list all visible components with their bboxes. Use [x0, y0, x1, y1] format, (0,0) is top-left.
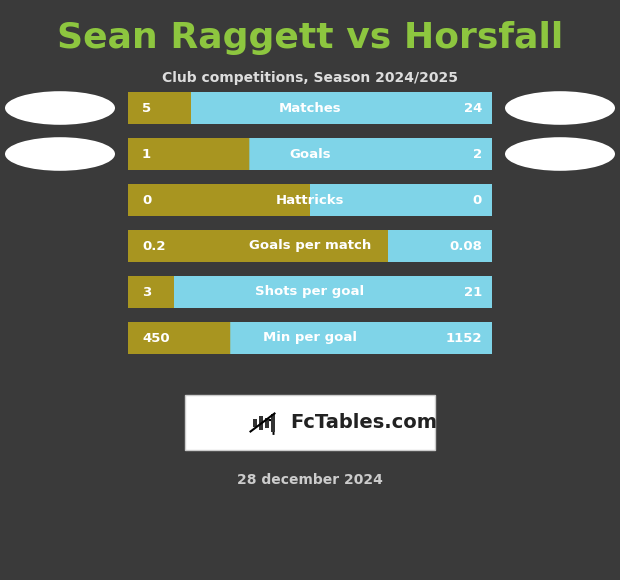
Text: 1152: 1152 [446, 332, 482, 345]
FancyBboxPatch shape [372, 230, 388, 262]
Text: Goals per match: Goals per match [249, 240, 371, 252]
Text: FcTables.com: FcTables.com [290, 413, 437, 432]
Text: Hattricks: Hattricks [276, 194, 344, 206]
Text: ┐: ┐ [265, 411, 280, 434]
Text: Club competitions, Season 2024/2025: Club competitions, Season 2024/2025 [162, 71, 458, 85]
Text: Sean Raggett vs Horsfall: Sean Raggett vs Horsfall [57, 21, 563, 55]
Ellipse shape [505, 91, 615, 125]
FancyBboxPatch shape [215, 322, 230, 354]
FancyBboxPatch shape [128, 276, 174, 308]
FancyBboxPatch shape [252, 419, 257, 426]
FancyBboxPatch shape [270, 414, 275, 432]
FancyBboxPatch shape [128, 92, 492, 124]
FancyBboxPatch shape [181, 92, 191, 124]
FancyBboxPatch shape [233, 138, 249, 170]
FancyBboxPatch shape [128, 138, 249, 170]
FancyBboxPatch shape [167, 276, 174, 308]
Text: 2: 2 [473, 147, 482, 161]
Text: Matches: Matches [278, 102, 342, 114]
FancyBboxPatch shape [128, 230, 388, 262]
FancyBboxPatch shape [265, 418, 268, 427]
Text: 0.2: 0.2 [142, 240, 166, 252]
Text: 450: 450 [142, 332, 170, 345]
Text: Goals: Goals [289, 147, 331, 161]
Text: 0: 0 [472, 194, 482, 206]
Text: 24: 24 [464, 102, 482, 114]
Text: 5: 5 [142, 102, 151, 114]
FancyBboxPatch shape [294, 184, 310, 216]
Text: 3: 3 [142, 285, 151, 299]
FancyBboxPatch shape [128, 184, 492, 216]
FancyBboxPatch shape [128, 322, 492, 354]
Ellipse shape [505, 137, 615, 171]
FancyBboxPatch shape [185, 395, 435, 450]
Text: Min per goal: Min per goal [263, 332, 357, 345]
Ellipse shape [5, 91, 115, 125]
Ellipse shape [5, 137, 115, 171]
Text: Shots per goal: Shots per goal [255, 285, 365, 299]
Text: 28 december 2024: 28 december 2024 [237, 473, 383, 487]
Text: 0: 0 [142, 194, 151, 206]
FancyBboxPatch shape [128, 92, 191, 124]
FancyBboxPatch shape [128, 184, 310, 216]
FancyBboxPatch shape [128, 230, 492, 262]
FancyBboxPatch shape [128, 276, 492, 308]
FancyBboxPatch shape [259, 415, 262, 430]
FancyBboxPatch shape [128, 322, 230, 354]
Text: 21: 21 [464, 285, 482, 299]
FancyBboxPatch shape [128, 138, 492, 170]
Text: 1: 1 [142, 147, 151, 161]
Text: 0.08: 0.08 [449, 240, 482, 252]
